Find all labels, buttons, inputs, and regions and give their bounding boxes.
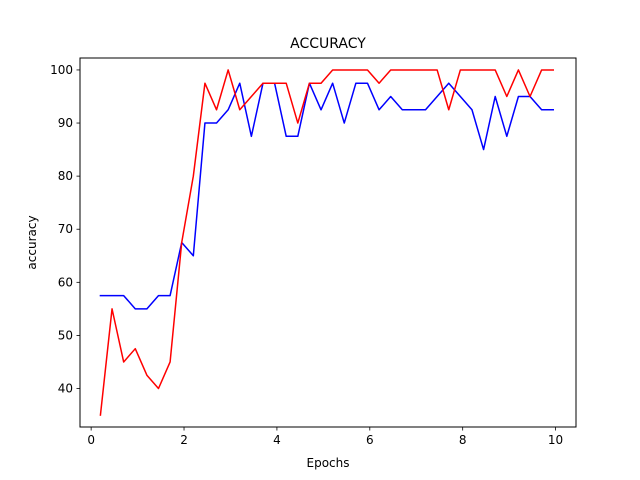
x-tick-label: 0 — [87, 433, 95, 447]
y-tick-label: 90 — [58, 116, 73, 130]
y-tick-label: 100 — [50, 63, 73, 77]
x-tick-label: 10 — [548, 433, 563, 447]
y-tick-label: 80 — [58, 169, 73, 183]
x-tick-label: 8 — [459, 433, 467, 447]
series-line-1 — [99, 82, 554, 310]
series-line-2 — [99, 69, 554, 416]
y-tick-label: 40 — [58, 382, 73, 396]
x-axis-label: Epochs — [307, 456, 350, 470]
x-axis: 0 2 4 6 8 10 — [87, 427, 563, 447]
plot-frame — [79, 57, 577, 428]
y-axis: 40 50 60 70 80 90 100 — [50, 63, 80, 396]
y-tick-label: 50 — [58, 328, 73, 342]
y-tick-label: 70 — [58, 222, 73, 236]
x-tick-label: 2 — [180, 433, 188, 447]
x-tick-label: 6 — [366, 433, 374, 447]
y-tick-label: 60 — [58, 275, 73, 289]
chart-title: ACCURACY — [290, 36, 366, 52]
y-axis-label: accuracy — [25, 215, 39, 269]
x-tick-label: 4 — [273, 433, 281, 447]
series-layer — [99, 69, 554, 416]
